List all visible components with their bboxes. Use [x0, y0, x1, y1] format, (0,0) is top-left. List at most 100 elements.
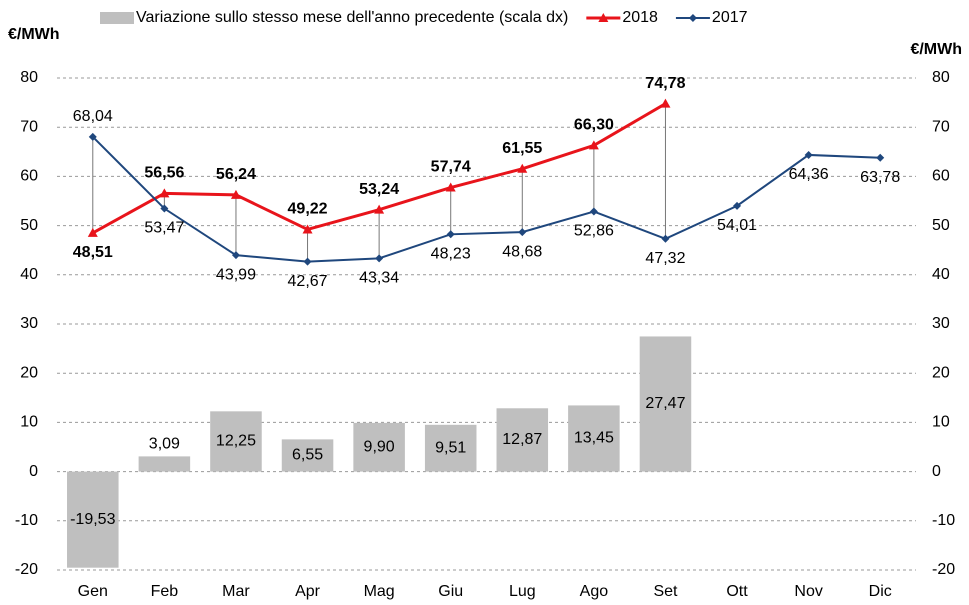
- y2-tick-label: 0: [932, 463, 941, 480]
- y-tick-label: 50: [20, 217, 38, 234]
- y-tick-label: 10: [20, 414, 38, 431]
- x-tick-label: Dic: [869, 583, 892, 600]
- x-tick-label: Mar: [222, 583, 250, 600]
- data-label: 53,24: [359, 181, 399, 198]
- data-label: 9,51: [435, 439, 466, 456]
- bar: [639, 336, 692, 472]
- data-label: 48,23: [431, 246, 471, 263]
- marker: [518, 228, 527, 237]
- marker: [733, 201, 742, 210]
- bar: [67, 471, 119, 568]
- marker: [231, 251, 240, 260]
- y-tick-label: 40: [20, 266, 38, 283]
- y-tick-label: -10: [15, 512, 38, 529]
- data-label: 61,55: [502, 140, 542, 157]
- data-label: 56,56: [144, 165, 184, 182]
- x-tick-label: Feb: [151, 583, 179, 600]
- y-tick-label: 20: [20, 364, 38, 381]
- x-tick-label: Giu: [438, 583, 463, 600]
- bar: [138, 456, 191, 472]
- legend-label: 2017: [712, 9, 748, 26]
- data-label: -19,53: [70, 511, 115, 528]
- data-label: 68,04: [73, 108, 113, 125]
- bar: [210, 411, 262, 472]
- y2-tick-label: 30: [932, 315, 950, 332]
- legend-swatch: [100, 12, 134, 24]
- y-axis-label: €/MWh: [8, 26, 60, 43]
- data-label: 47,32: [645, 250, 685, 267]
- y2-tick-label: 60: [932, 168, 950, 185]
- bar: [424, 424, 477, 472]
- data-label: 12,87: [502, 431, 542, 448]
- y-tick-label: 60: [20, 168, 38, 185]
- data-label: 66,30: [574, 117, 614, 134]
- marker: [589, 207, 598, 216]
- y2-tick-label: 10: [932, 414, 950, 431]
- marker: [446, 230, 455, 239]
- marker: [87, 227, 98, 237]
- data-label: 54,01: [717, 217, 757, 234]
- y2-tick-label: -10: [932, 512, 955, 529]
- marker: [159, 188, 170, 198]
- marker: [804, 150, 813, 159]
- bar: [496, 408, 549, 472]
- bar: [568, 405, 620, 472]
- line: [92, 136, 881, 263]
- y2-tick-label: 80: [932, 69, 950, 86]
- data-label: 43,34: [359, 270, 399, 287]
- data-label: 9,90: [364, 438, 395, 455]
- bar: [353, 422, 405, 472]
- y-tick-label: 0: [29, 463, 38, 480]
- data-label: 27,47: [645, 395, 685, 412]
- y2-tick-label: 70: [932, 118, 950, 135]
- bar: [281, 439, 334, 472]
- marker: [661, 234, 670, 243]
- legend-marker: [688, 14, 697, 22]
- marker: [230, 189, 241, 199]
- data-label: 64,36: [789, 166, 829, 183]
- data-label: 63,78: [860, 169, 900, 186]
- marker: [517, 163, 528, 173]
- marker: [375, 254, 384, 263]
- x-tick-label: Mag: [364, 583, 395, 600]
- data-label: 53,47: [144, 220, 184, 237]
- x-tick-label: Gen: [78, 583, 108, 600]
- y2-tick-label: 40: [932, 266, 950, 283]
- data-label: 48,68: [502, 243, 542, 260]
- marker: [660, 98, 671, 108]
- legend-marker: [598, 13, 609, 22]
- x-tick-label: Apr: [295, 583, 321, 600]
- y-tick-label: 30: [20, 315, 38, 332]
- y2-axis-label: €/MWh: [910, 41, 962, 58]
- data-label: 42,67: [288, 273, 328, 290]
- data-label: 13,45: [574, 430, 614, 447]
- marker: [374, 204, 385, 214]
- x-tick-label: Set: [653, 583, 678, 600]
- y2-tick-label: 50: [932, 217, 950, 234]
- data-label: 6,55: [292, 447, 323, 464]
- y-tick-label: -20: [15, 561, 38, 578]
- legend-label: 2018: [622, 9, 658, 26]
- marker: [303, 257, 312, 266]
- data-label: 48,51: [73, 244, 113, 261]
- marker: [445, 182, 456, 192]
- marker: [588, 140, 599, 150]
- y2-tick-label: 20: [932, 364, 950, 381]
- data-label: 3,09: [149, 436, 180, 453]
- x-tick-label: Lug: [509, 583, 536, 600]
- y-tick-label: 70: [20, 118, 38, 135]
- data-label: 74,78: [645, 75, 685, 92]
- marker: [88, 132, 97, 141]
- y-tick-label: 80: [20, 69, 38, 86]
- data-label: 56,24: [216, 166, 256, 183]
- marker: [302, 224, 313, 234]
- x-tick-label: Ott: [726, 583, 748, 600]
- data-label: 57,74: [431, 159, 471, 176]
- x-tick-label: Ago: [580, 583, 609, 600]
- marker: [160, 204, 169, 213]
- data-label: 52,86: [574, 223, 614, 240]
- y2-tick-label: -20: [932, 561, 955, 578]
- x-tick-label: Nov: [794, 583, 822, 600]
- data-label: 12,25: [216, 433, 256, 450]
